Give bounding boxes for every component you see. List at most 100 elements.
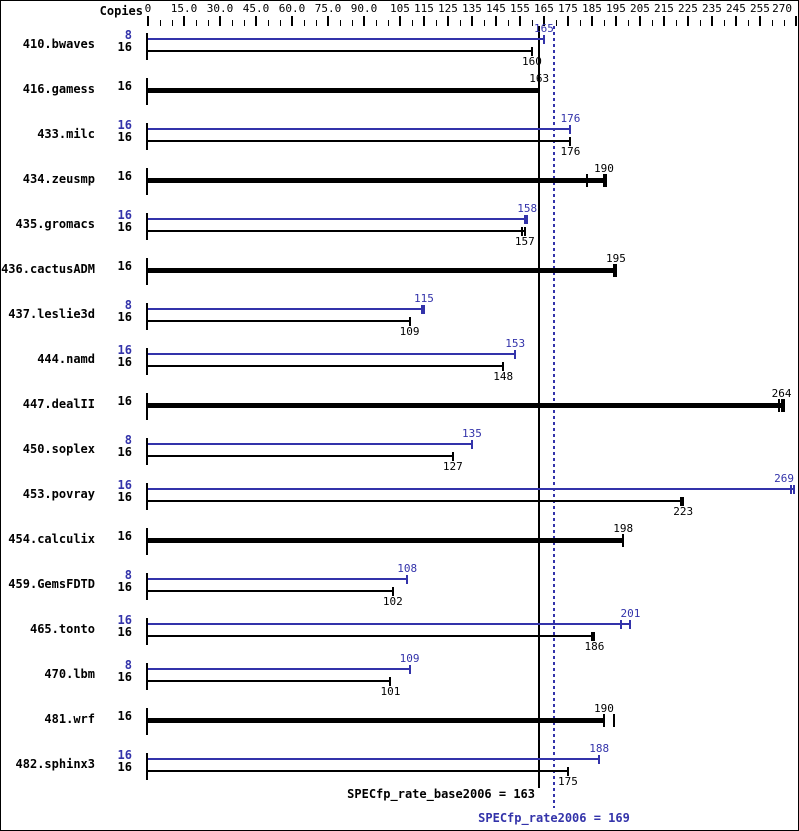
benchmark-label: 416.gamess bbox=[22, 82, 95, 96]
value-label: 160 bbox=[522, 55, 542, 68]
bar bbox=[148, 668, 410, 670]
axis-tick bbox=[483, 20, 485, 26]
value-label: 101 bbox=[380, 685, 401, 698]
value-label: 269 bbox=[774, 472, 795, 485]
axis-tick bbox=[243, 20, 245, 26]
value-label: 158 bbox=[517, 202, 538, 215]
bar bbox=[148, 140, 571, 142]
axis-tick bbox=[759, 16, 761, 26]
copies-label: 16 bbox=[117, 760, 132, 774]
axis-tick bbox=[615, 16, 617, 26]
bar bbox=[148, 230, 525, 232]
axis-tick bbox=[411, 20, 413, 26]
axis-tick bbox=[639, 16, 641, 26]
benchmark-label: 450.soplex bbox=[22, 442, 95, 456]
value-label: 127 bbox=[442, 460, 463, 473]
axis-tick bbox=[219, 16, 221, 26]
group-baseline bbox=[146, 438, 148, 465]
group-baseline bbox=[146, 78, 148, 105]
bar bbox=[148, 320, 410, 322]
run-tick bbox=[682, 496, 685, 506]
bar bbox=[148, 443, 472, 445]
axis-tick-label: 235 bbox=[702, 2, 722, 15]
group-baseline bbox=[146, 258, 148, 285]
value-label: 102 bbox=[382, 595, 403, 608]
bar bbox=[148, 770, 568, 772]
axis-tick bbox=[567, 16, 569, 26]
value-label: 157 bbox=[514, 235, 535, 248]
axis-tick bbox=[687, 16, 689, 26]
copies-label: 16 bbox=[117, 130, 132, 144]
bar bbox=[148, 680, 391, 682]
axis-tick bbox=[231, 20, 233, 26]
value-label: 264 bbox=[771, 387, 792, 400]
copies-label: 16 bbox=[117, 259, 132, 273]
axis-tick bbox=[627, 20, 629, 26]
value-label: 165 bbox=[534, 22, 554, 35]
axis-tick-label: 0 bbox=[144, 2, 152, 15]
value-label: 176 bbox=[560, 145, 581, 158]
run-tick bbox=[603, 173, 605, 187]
run-tick bbox=[567, 766, 569, 776]
value-label: 115 bbox=[414, 292, 434, 305]
axis-tick bbox=[555, 20, 557, 26]
bar bbox=[148, 455, 453, 457]
bar bbox=[148, 635, 595, 637]
value-label: 188 bbox=[589, 742, 610, 755]
axis-tick-label: 205 bbox=[630, 2, 650, 15]
value-label: 175 bbox=[558, 775, 578, 788]
axis-tick-label: 165 bbox=[534, 2, 554, 15]
value-label: 223 bbox=[673, 505, 694, 518]
axis-tick bbox=[711, 16, 713, 26]
group-baseline bbox=[146, 618, 148, 645]
axis-tick bbox=[663, 16, 665, 26]
axis-tick-label: 45.0 bbox=[242, 2, 270, 15]
axis-tick-label: 90.0 bbox=[350, 2, 378, 15]
run-tick bbox=[514, 349, 517, 359]
value-label: 186 bbox=[584, 640, 605, 653]
run-tick bbox=[792, 484, 795, 494]
axis-tick-label: 270 bbox=[772, 2, 793, 15]
base-rate-summary-label: SPECfp_rate_base2006 = 163 bbox=[347, 787, 535, 801]
run-tick bbox=[471, 439, 473, 449]
copies-label: 16 bbox=[117, 355, 132, 369]
run-tick bbox=[423, 304, 425, 314]
axis-tick-label: 175 bbox=[558, 2, 578, 15]
group-baseline bbox=[146, 33, 148, 60]
bar bbox=[148, 267, 616, 273]
axis-tick bbox=[783, 20, 785, 26]
run-tick bbox=[451, 451, 454, 461]
axis-tick bbox=[303, 20, 305, 26]
copies-label: 16 bbox=[117, 670, 132, 684]
bar bbox=[148, 488, 794, 490]
axis-tick bbox=[735, 16, 737, 26]
axis-tick-label: 30.0 bbox=[206, 2, 234, 15]
run-tick bbox=[538, 83, 541, 97]
benchmark-label: 435.gromacs bbox=[15, 217, 95, 231]
axis-tick bbox=[195, 20, 197, 26]
axis-tick bbox=[183, 16, 185, 26]
copies-label: 16 bbox=[117, 220, 132, 234]
axis-tick-label: 115 bbox=[414, 2, 434, 15]
run-tick bbox=[598, 754, 601, 764]
axis-tick bbox=[519, 16, 521, 26]
axis-tick bbox=[351, 20, 353, 26]
axis-tick bbox=[375, 20, 377, 26]
run-tick bbox=[389, 676, 392, 686]
bar bbox=[148, 50, 532, 52]
value-label: 190 bbox=[594, 162, 614, 175]
bar bbox=[148, 623, 631, 625]
axis-tick bbox=[327, 16, 329, 26]
value-label: 135 bbox=[462, 427, 482, 440]
group-baseline bbox=[146, 393, 148, 420]
axis-tick-label: 145 bbox=[486, 2, 506, 15]
run-tick bbox=[531, 46, 533, 56]
axis-tick bbox=[387, 20, 389, 26]
axis-tick bbox=[651, 20, 653, 26]
bar bbox=[148, 308, 424, 310]
axis-tick-label: 245 bbox=[726, 2, 746, 15]
benchmark-label: 459.GemsFDTD bbox=[8, 577, 95, 591]
benchmark-label: 433.milc bbox=[37, 127, 95, 141]
value-label: 153 bbox=[505, 337, 526, 350]
